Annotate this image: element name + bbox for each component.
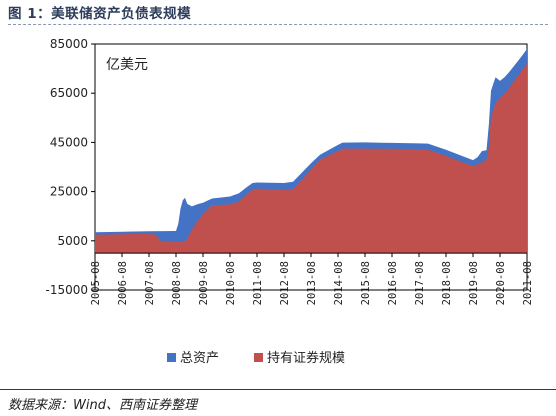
area-chart: -15000 5000 25000 45000 65000 85000 2005-08 200… (45, 37, 534, 366)
y-tick-label: 85000 (50, 37, 88, 51)
x-tick-label: 2006-08 (117, 261, 129, 305)
legend-label-securities: 持有证券规模 (267, 350, 345, 366)
x-tick-label: 2020-08 (495, 261, 507, 305)
footer-divider (0, 389, 556, 390)
x-tick-label: 2012-08 (279, 261, 291, 305)
x-tick-label: 2019-08 (468, 261, 480, 305)
x-tick-label: 2015-08 (360, 261, 372, 305)
figure-title: 图 1：美联储资产负债表规模 (8, 6, 192, 22)
title-divider (8, 24, 548, 25)
x-tick-label: 2008-08 (171, 261, 183, 305)
x-tick-label: 2005-08 (90, 261, 102, 305)
x-tick-label: 2010-08 (225, 261, 237, 305)
legend-swatch-total-assets (167, 353, 176, 362)
y-tick-label: 65000 (50, 86, 88, 100)
y-tick-label: 25000 (50, 185, 88, 199)
x-tick-label: 2018-08 (441, 261, 453, 305)
x-tick-label: 2016-08 (387, 261, 399, 305)
y-tick-label: 45000 (50, 135, 88, 149)
axis-layer: -15000 5000 25000 45000 65000 85000 2005-08 200… (45, 37, 534, 305)
legend: 总资产 持有证券规模 (167, 350, 345, 366)
x-tick-label: 2013-08 (306, 261, 318, 305)
x-tick-label: 2009-08 (198, 261, 210, 305)
x-tick-label: 2021-08 (522, 261, 534, 305)
series-area-securities (95, 63, 527, 254)
x-tick-label: 2007-08 (144, 261, 156, 305)
legend-swatch-securities (254, 353, 263, 362)
y-tick-label: -15000 (45, 283, 88, 297)
y-tick-label: 5000 (57, 234, 88, 248)
x-tick-label: 2014-08 (333, 261, 345, 305)
data-source-note: 数据来源：Wind、西南证券整理 (8, 398, 197, 413)
unit-label: 亿美元 (106, 57, 148, 73)
x-tick-label: 2011-08 (252, 261, 264, 305)
legend-label-total-assets: 总资产 (180, 351, 219, 366)
series-layer (95, 48, 527, 254)
x-tick-label: 2017-08 (414, 261, 426, 305)
